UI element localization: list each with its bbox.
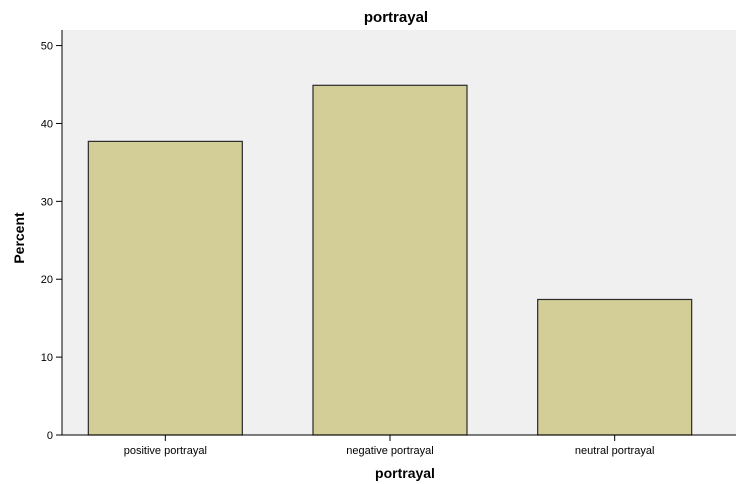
y-axis-ticks: 0 10 20 30 40 50 bbox=[41, 41, 62, 442]
x-tick-label: neutral portrayal bbox=[575, 445, 655, 457]
x-tick-label: positive portrayal bbox=[124, 445, 207, 457]
y-tick-label: 40 bbox=[41, 118, 53, 130]
y-tick-label: 50 bbox=[41, 41, 53, 53]
y-axis-title: Percent bbox=[11, 212, 27, 264]
y-tick-label: 20 bbox=[41, 274, 53, 286]
x-axis-title: portrayal bbox=[375, 465, 435, 481]
x-tick-label: negative portrayal bbox=[346, 445, 433, 457]
bars bbox=[87, 84, 693, 436]
bar-neutral-portrayal bbox=[537, 298, 693, 436]
y-tick-label: 10 bbox=[41, 352, 53, 364]
bar-negative-portrayal bbox=[312, 84, 468, 436]
bar-positive-portrayal bbox=[87, 140, 243, 436]
y-tick-label: 30 bbox=[41, 196, 53, 208]
chart-title: portrayal bbox=[364, 9, 428, 26]
y-tick-label: 0 bbox=[47, 430, 53, 442]
x-axis-ticks: positive portrayal negative portrayal neut… bbox=[124, 435, 655, 457]
